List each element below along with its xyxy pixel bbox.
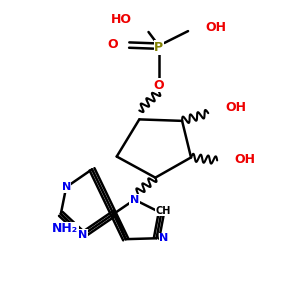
Text: OH: OH bbox=[225, 101, 246, 114]
Text: NH₂: NH₂ bbox=[52, 222, 78, 235]
Text: N: N bbox=[159, 233, 169, 243]
Text: P: P bbox=[154, 41, 164, 54]
Text: CH: CH bbox=[155, 206, 170, 216]
Text: O: O bbox=[154, 79, 164, 92]
Text: N: N bbox=[130, 195, 139, 205]
Text: HO: HO bbox=[111, 13, 132, 26]
Text: OH: OH bbox=[234, 153, 255, 166]
Text: N: N bbox=[79, 230, 88, 240]
Text: O: O bbox=[107, 38, 118, 51]
Text: N: N bbox=[61, 182, 71, 192]
Text: OH: OH bbox=[205, 21, 226, 34]
